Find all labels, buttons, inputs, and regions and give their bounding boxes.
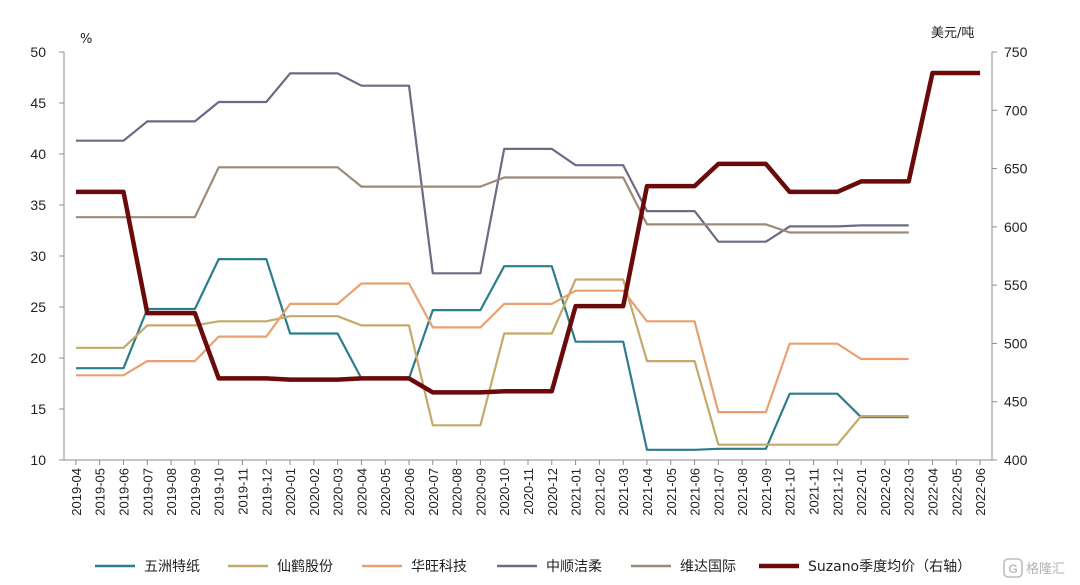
g-logo-letter: G — [1008, 562, 1017, 576]
x-tick-label: 2021-02 — [592, 468, 607, 516]
x-tick-label: 2020-01 — [283, 468, 298, 516]
series-line-2 — [75, 282, 909, 414]
x-tick-label: 2020-09 — [473, 468, 488, 516]
series-line-4 — [75, 166, 909, 234]
right-tick-label: 600 — [1004, 219, 1028, 235]
x-tick-label: 2019-08 — [164, 468, 179, 516]
left-axis-unit: % — [80, 32, 92, 47]
x-tick-label: 2020-03 — [331, 468, 346, 516]
x-tick-label: 2020-04 — [354, 468, 369, 516]
x-tick-label: 2022-04 — [926, 468, 941, 516]
legend-label: 维达国际 — [680, 559, 736, 575]
x-axis-ticks: 2019-04 2019-05 2019-06 2019-07 2019-08 2019-… — [69, 460, 988, 516]
x-tick-label: 2021-05 — [664, 468, 679, 516]
x-tick-label: 2019-09 — [188, 468, 203, 516]
x-tick-label: 2021-01 — [569, 468, 584, 516]
watermark-text: 格隆汇 — [1026, 561, 1065, 577]
left-tick-label: 45 — [30, 95, 46, 111]
left-tick-label: 50 — [30, 44, 46, 60]
left-axis-ticks: 10 15 20 25 30 35 40 45 50 — [30, 44, 64, 468]
x-tick-label: 2020-10 — [497, 468, 512, 516]
left-tick-label: 40 — [30, 146, 46, 162]
x-tick-label: 2022-01 — [854, 468, 869, 516]
x-tick-label: 2019-12 — [259, 468, 274, 516]
x-tick-label: 2020-02 — [307, 468, 322, 516]
right-tick-label: 750 — [1004, 44, 1028, 60]
x-tick-label: 2021-07 — [711, 468, 726, 516]
x-tick-label: 2021-06 — [688, 468, 703, 516]
x-tick-label: 2021-09 — [759, 468, 774, 516]
x-tick-label: 2019-04 — [69, 468, 84, 516]
left-tick-label: 25 — [30, 299, 46, 315]
legend-label: 中顺洁柔 — [546, 559, 602, 575]
series-line-5 — [75, 70, 981, 395]
legend-label: Suzano季度均价（右轴） — [808, 559, 971, 575]
left-tick-label: 30 — [30, 248, 46, 264]
left-tick-label: 10 — [30, 452, 46, 468]
x-tick-label: 2020-08 — [450, 468, 465, 516]
right-tick-label: 650 — [1004, 161, 1028, 177]
x-tick-label: 2022-02 — [878, 468, 893, 516]
x-tick-label: 2020-06 — [402, 468, 417, 516]
axes — [63, 52, 993, 461]
x-tick-label: 2019-10 — [212, 468, 227, 516]
left-tick-label: 35 — [30, 197, 46, 213]
x-tick-label: 2020-05 — [378, 468, 393, 516]
x-tick-label: 2019-05 — [93, 468, 108, 516]
x-tick-label: 2022-05 — [949, 468, 964, 516]
left-tick-label: 20 — [30, 350, 46, 366]
right-axis-unit: 美元/吨 — [931, 26, 974, 41]
watermark: G 格隆汇 — [1003, 558, 1065, 578]
x-tick-label: 2021-03 — [616, 468, 631, 516]
x-tick-label: 2021-11 — [807, 468, 822, 515]
legend: 五洲特纸 仙鹤股份 华旺科技 中顺洁柔 维达国际 Suzano季度均价（右轴） — [95, 559, 971, 575]
x-tick-label: 2022-06 — [973, 468, 988, 516]
g-logo-icon — [1003, 558, 1023, 578]
right-tick-label: 450 — [1004, 394, 1028, 410]
right-tick-label: 700 — [1004, 102, 1028, 118]
x-tick-label: 2021-08 — [735, 468, 750, 516]
x-tick-label: 2021-04 — [640, 468, 655, 516]
legend-label: 五洲特纸 — [144, 559, 200, 575]
right-axis-ticks: 400 450 500 550 600 650 700 750 — [992, 44, 1028, 468]
x-tick-label: 2021-12 — [830, 468, 845, 516]
x-tick-label: 2019-06 — [116, 468, 131, 516]
legend-label: 华旺科技 — [411, 559, 467, 575]
x-tick-label: 2020-12 — [545, 468, 560, 516]
series-line-3 — [75, 72, 909, 275]
right-tick-label: 550 — [1004, 277, 1028, 293]
right-tick-label: 400 — [1004, 452, 1028, 468]
legend-label: 仙鹤股份 — [277, 559, 333, 575]
x-tick-label: 2021-10 — [783, 468, 798, 516]
x-tick-label: 2022-03 — [902, 468, 917, 516]
series-line-0 — [75, 258, 909, 451]
x-tick-label: 2019-11 — [235, 468, 250, 515]
series-layer — [75, 70, 981, 451]
x-tick-label: 2019-07 — [140, 468, 155, 516]
left-tick-label: 15 — [30, 401, 46, 417]
x-tick-label: 2020-07 — [426, 468, 441, 516]
x-tick-label: 2020-11 — [521, 468, 536, 515]
series-line-1 — [75, 278, 909, 446]
right-tick-label: 500 — [1004, 335, 1028, 351]
